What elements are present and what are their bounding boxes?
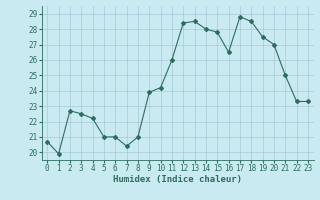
X-axis label: Humidex (Indice chaleur): Humidex (Indice chaleur) [113,175,242,184]
